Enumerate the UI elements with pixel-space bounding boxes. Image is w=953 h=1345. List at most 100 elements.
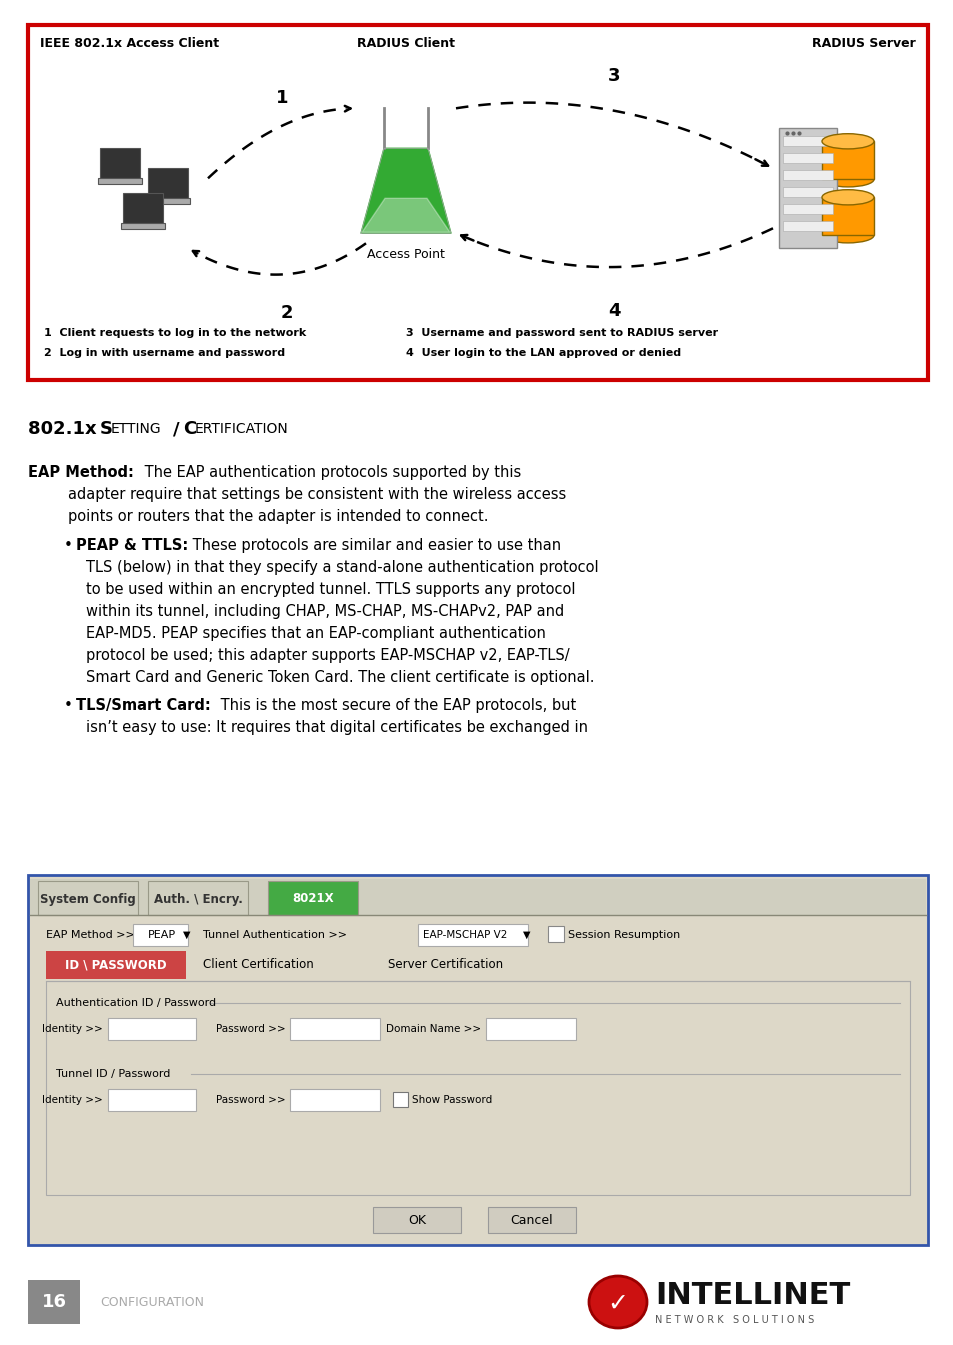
Bar [123, 192, 163, 223]
Text: •: • [64, 698, 72, 713]
Bar [148, 168, 188, 198]
Text: 4: 4 [608, 303, 620, 320]
Text: isn’t easy to use: It requires that digital certificates be exchanged in: isn’t easy to use: It requires that digi… [86, 720, 587, 736]
Text: EAP-MSCHAP V2: EAP-MSCHAP V2 [422, 929, 507, 940]
Text: ▼: ▼ [183, 929, 191, 940]
Bar [782, 153, 832, 163]
Text: 8021X: 8021X [292, 893, 334, 905]
Bar [120, 223, 165, 230]
Text: System Config: System Config [40, 893, 135, 905]
Text: Tunnel Authentication >>: Tunnel Authentication >> [203, 929, 347, 940]
Text: EAP Method >>: EAP Method >> [46, 929, 134, 940]
Text: 802.1x: 802.1x [28, 420, 103, 438]
Text: adapter require that settings be consistent with the wireless access: adapter require that settings be consist… [68, 487, 566, 502]
Text: Identity >>: Identity >> [42, 1095, 103, 1106]
Text: /: / [172, 420, 179, 438]
Text: 2: 2 [280, 304, 293, 323]
Text: ✓: ✓ [607, 1293, 628, 1315]
Bar [108, 1018, 195, 1040]
Text: Client Certification: Client Certification [203, 959, 314, 971]
Ellipse shape [821, 133, 873, 149]
Text: •: • [64, 538, 72, 553]
Bar [821, 198, 873, 235]
Text: ETTING: ETTING [111, 422, 161, 436]
Text: 3: 3 [608, 67, 620, 85]
Bar [488, 1206, 576, 1233]
Polygon shape [360, 148, 451, 233]
Text: protocol be used; this adapter supports EAP-MSCHAP v2, EAP-TLS/: protocol be used; this adapter supports … [86, 647, 569, 663]
Text: N E T W O R K   S O L U T I O N S: N E T W O R K S O L U T I O N S [655, 1315, 814, 1325]
Bar [28, 876, 927, 1245]
Text: Session Resumption: Session Resumption [567, 929, 679, 940]
Text: PEAP & TTLS:: PEAP & TTLS: [76, 538, 188, 553]
Bar [393, 1092, 408, 1107]
Text: points or routers that the adapter is intended to connect.: points or routers that the adapter is in… [68, 508, 488, 525]
Text: Password >>: Password >> [216, 1095, 286, 1106]
Bar [782, 204, 832, 214]
Polygon shape [361, 198, 450, 233]
Text: Access Point: Access Point [367, 249, 444, 261]
Text: Domain Name >>: Domain Name >> [385, 1024, 480, 1034]
Text: ID \ PASSWORD: ID \ PASSWORD [65, 959, 167, 971]
Bar [268, 881, 357, 915]
Bar [99, 148, 140, 179]
Bar [547, 925, 563, 941]
Text: Password >>: Password >> [216, 1024, 286, 1034]
Bar [373, 1206, 460, 1233]
Text: RADIUS Server: RADIUS Server [811, 38, 915, 50]
Text: Show Password: Show Password [412, 1095, 492, 1106]
Bar [38, 881, 138, 915]
Text: S: S [100, 420, 112, 438]
Text: to be used within an encrypted tunnel. TTLS supports any protocol: to be used within an encrypted tunnel. T… [86, 581, 575, 597]
Bar [97, 179, 142, 184]
Text: IEEE 802.1x Access Client: IEEE 802.1x Access Client [40, 38, 219, 50]
Text: within its tunnel, including CHAP, MS-CHAP, MS-CHAPv2, PAP and: within its tunnel, including CHAP, MS-CH… [86, 604, 563, 619]
Text: Smart Card and Generic Token Card. The client certificate is optional.: Smart Card and Generic Token Card. The c… [86, 670, 594, 685]
Bar [779, 128, 836, 249]
Bar [485, 1018, 576, 1040]
Text: 2  Log in with username and password: 2 Log in with username and password [44, 348, 285, 358]
Text: The EAP authentication protocols supported by this: The EAP authentication protocols support… [140, 465, 520, 480]
Bar [28, 26, 927, 381]
Bar [290, 1018, 379, 1040]
Bar [46, 951, 186, 979]
Text: EAP-MD5. PEAP specifies that an EAP-compliant authentication: EAP-MD5. PEAP specifies that an EAP-comp… [86, 625, 545, 640]
Text: 4  User login to the LAN approved or denied: 4 User login to the LAN approved or deni… [406, 348, 680, 358]
Text: TLS/Smart Card:: TLS/Smart Card: [76, 698, 211, 713]
Text: Auth. \ Encry.: Auth. \ Encry. [153, 893, 242, 905]
Text: 3  Username and password sent to RADIUS server: 3 Username and password sent to RADIUS s… [406, 328, 718, 338]
Text: Server Certification: Server Certification [388, 959, 502, 971]
Text: C: C [183, 420, 196, 438]
Bar [30, 880, 925, 915]
Bar [782, 222, 832, 231]
Text: 1  Client requests to log in to the network: 1 Client requests to log in to the netwo… [44, 328, 306, 338]
Bar [132, 924, 188, 946]
Text: ERTIFICATION: ERTIFICATION [194, 422, 289, 436]
Text: EAP Method:: EAP Method: [28, 465, 133, 480]
Text: Identity >>: Identity >> [42, 1024, 103, 1034]
Text: INTELLINET: INTELLINET [655, 1282, 849, 1310]
Text: CONFIGURATION: CONFIGURATION [100, 1295, 204, 1309]
Bar [146, 198, 191, 204]
Bar [290, 1089, 379, 1111]
Text: ▼: ▼ [522, 929, 530, 940]
Bar [782, 136, 832, 147]
Ellipse shape [588, 1276, 646, 1328]
Bar [46, 981, 909, 1194]
Ellipse shape [821, 172, 873, 187]
Text: Authentication ID / Password: Authentication ID / Password [56, 998, 216, 1007]
Text: RADIUS Client: RADIUS Client [356, 38, 455, 50]
Bar [148, 881, 248, 915]
Text: PEAP: PEAP [148, 929, 176, 940]
Bar [782, 187, 832, 198]
Bar [417, 924, 527, 946]
Bar [28, 1280, 80, 1323]
Bar [782, 171, 832, 180]
Text: TLS (below) in that they specify a stand-alone authentication protocol: TLS (below) in that they specify a stand… [86, 560, 598, 574]
Text: 16: 16 [42, 1293, 67, 1311]
Text: These protocols are similar and easier to use than: These protocols are similar and easier t… [188, 538, 560, 553]
Text: Cancel: Cancel [510, 1213, 553, 1227]
Text: OK: OK [408, 1213, 426, 1227]
Bar [108, 1089, 195, 1111]
Ellipse shape [821, 190, 873, 204]
